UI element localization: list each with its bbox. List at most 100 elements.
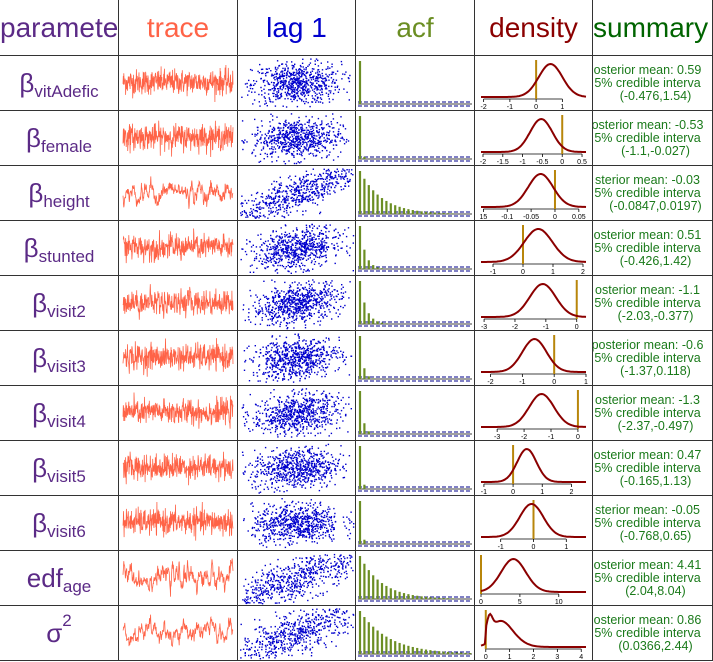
lag-point	[344, 185, 346, 187]
summary-ci: (-2.37,-0.497)	[617, 419, 694, 433]
lag-point	[246, 411, 248, 413]
lag-point	[306, 92, 308, 94]
lag-point	[260, 142, 262, 144]
lag-point	[295, 308, 297, 311]
lag-point	[289, 128, 291, 130]
lag-point	[315, 76, 318, 78]
lag-point	[299, 302, 302, 304]
lag-point	[284, 98, 286, 100]
lag-point	[271, 408, 274, 410]
lag-point	[340, 416, 342, 418]
lag-point	[283, 408, 285, 410]
lag-point	[321, 157, 323, 159]
lag-point	[320, 421, 323, 423]
lag-point	[315, 149, 318, 151]
lag-point	[264, 353, 267, 355]
lag-point	[300, 84, 303, 86]
acf-plot	[358, 281, 472, 327]
lag-point	[257, 380, 259, 382]
lag-point	[298, 414, 300, 416]
lag-point	[348, 99, 350, 101]
lag-point	[261, 260, 264, 263]
lag-point	[335, 144, 337, 146]
lag-point	[319, 265, 322, 267]
lag-point	[296, 428, 299, 430]
lag-point	[262, 72, 264, 74]
lag-point	[275, 366, 277, 369]
lag-point	[287, 317, 289, 320]
lag-point	[243, 350, 246, 352]
lag-point	[308, 139, 311, 142]
lag-point	[314, 303, 316, 306]
lag-point	[313, 236, 315, 238]
lag-point	[286, 73, 288, 76]
lag-point	[312, 180, 314, 182]
lag-point	[282, 313, 284, 315]
lag-point	[296, 420, 299, 422]
lag-point	[325, 237, 327, 239]
acf-cell	[356, 276, 475, 331]
lag-point	[297, 240, 299, 243]
lag-point	[344, 229, 346, 231]
lag-point	[325, 412, 327, 414]
lag-point	[289, 266, 291, 268]
lag-point	[340, 116, 342, 118]
lag-point	[291, 200, 293, 202]
lag-point	[270, 234, 272, 237]
lag-point	[301, 393, 303, 395]
lag-point	[283, 123, 285, 125]
lag-point	[270, 152, 272, 155]
lag-point	[326, 131, 328, 133]
lag-point	[263, 371, 265, 374]
lag-point	[296, 135, 299, 137]
lag-point	[279, 309, 282, 311]
lag-point	[282, 199, 284, 201]
lag-point	[269, 195, 272, 198]
lag-point	[279, 409, 282, 411]
param-subscript: vitAdefic	[34, 82, 99, 101]
lag-point	[338, 128, 340, 130]
lag-point	[283, 418, 285, 421]
lag-point	[325, 303, 327, 306]
lag-point	[316, 145, 319, 147]
lag-point	[265, 420, 267, 422]
lag-point	[294, 88, 296, 90]
lag-point	[272, 206, 274, 209]
lag-point	[289, 295, 291, 297]
lag-point	[295, 137, 298, 140]
lag-point	[281, 148, 284, 150]
density-tick-label: -3	[481, 324, 487, 330]
lag-point	[323, 246, 325, 249]
lag-point	[307, 306, 309, 308]
lag-point	[319, 360, 321, 363]
lag-point	[292, 369, 294, 371]
lag-point	[258, 215, 261, 217]
lag-point	[292, 138, 294, 141]
lag-point	[341, 247, 343, 249]
summary-ci-label: 5% credible interva	[594, 131, 701, 145]
lag-point	[307, 148, 309, 151]
lag-point	[296, 252, 298, 255]
lag-point	[327, 168, 330, 171]
lag-point	[290, 252, 293, 254]
lag-point	[282, 70, 284, 72]
lag-point	[307, 141, 309, 143]
lag-point	[284, 67, 286, 70]
lag-point	[275, 415, 278, 417]
lag-point	[333, 403, 336, 405]
lag-point	[296, 372, 298, 374]
lag-point	[268, 130, 270, 133]
lag-point	[299, 289, 301, 291]
lag-point	[321, 296, 323, 298]
lag-point	[256, 417, 258, 419]
lag-point	[310, 293, 312, 296]
lag-point	[273, 129, 276, 131]
lag-point	[300, 351, 303, 353]
acf-cell	[356, 331, 475, 386]
lag-point	[308, 376, 310, 378]
lag-point	[288, 255, 290, 258]
lag-point	[278, 454, 281, 456]
lag-point	[288, 138, 290, 140]
lag-point	[292, 355, 294, 357]
header-summary: summary	[593, 0, 713, 56]
